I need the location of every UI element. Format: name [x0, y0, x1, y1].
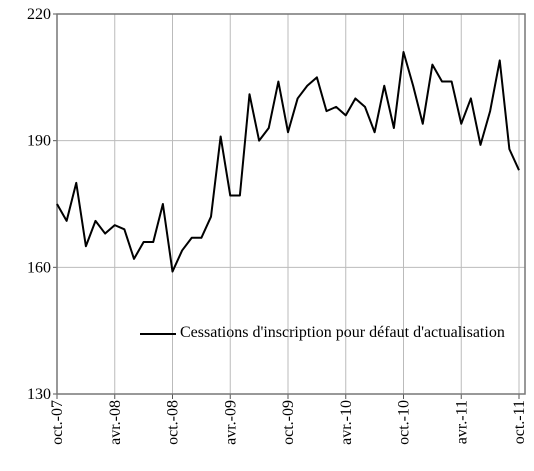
y-tick-label: 220 — [27, 6, 51, 23]
x-tick-label: avr.-08 — [107, 400, 124, 445]
x-tick-label: oct.-11 — [511, 400, 528, 444]
legend-label: Cessations d'inscription pour défaut d'a… — [180, 324, 505, 341]
legend: Cessations d'inscription pour défaut d'a… — [140, 322, 520, 344]
y-tick-label: 160 — [27, 259, 51, 276]
x-tick-label: avr.-09 — [222, 400, 239, 445]
x-tick-label: avr.-10 — [338, 400, 355, 445]
x-tick-label: oct.-08 — [165, 400, 182, 445]
x-tick-label: oct.-10 — [396, 400, 413, 445]
x-tick-label: oct.-07 — [49, 400, 66, 445]
line-series — [56, 51, 520, 273]
x-tick-label: oct.-09 — [280, 400, 297, 445]
y-tick-label: 190 — [27, 133, 51, 150]
legend-swatch — [140, 333, 176, 335]
y-tick-label: 130 — [27, 386, 51, 403]
x-tick-label: avr.-11 — [453, 400, 470, 444]
